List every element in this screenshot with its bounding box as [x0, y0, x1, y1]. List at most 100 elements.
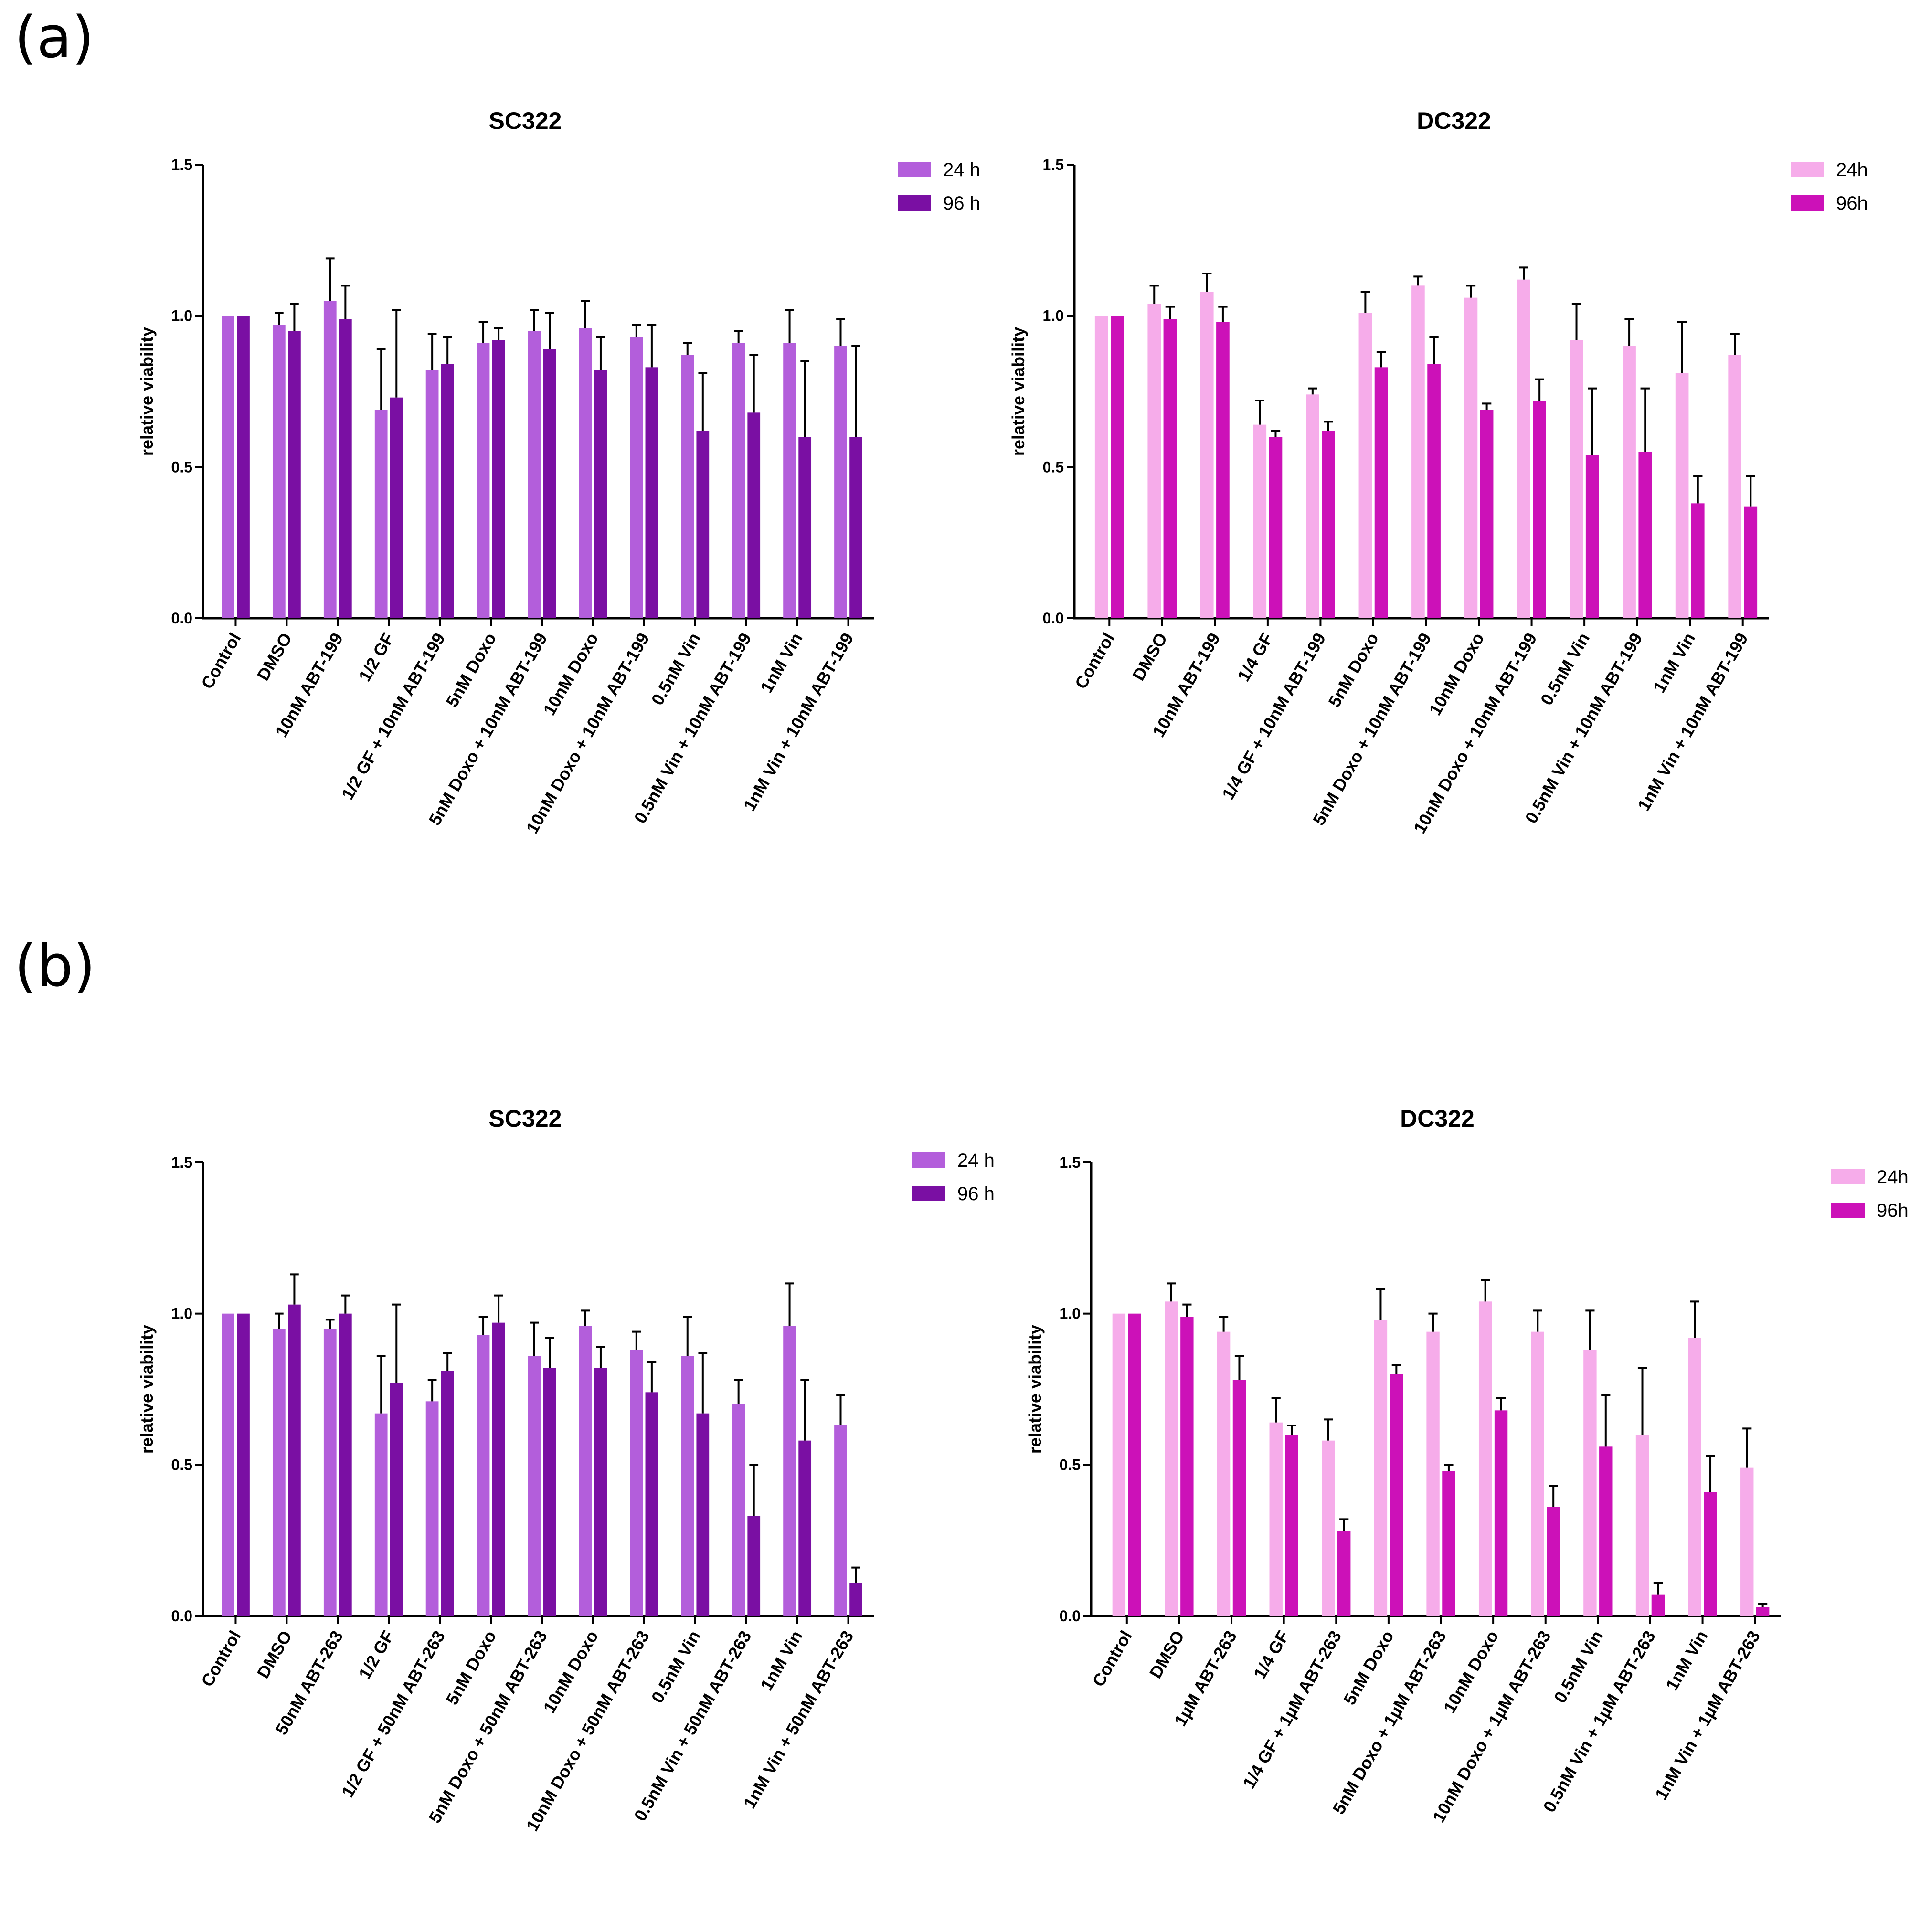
- bar: [732, 1404, 745, 1616]
- bar: [747, 412, 761, 618]
- bar: [834, 1425, 847, 1616]
- y-tick-label: 1.5: [1060, 1154, 1081, 1171]
- y-tick-label: 0.5: [171, 458, 192, 475]
- bar: [1111, 316, 1124, 618]
- chart-dc322-a: DC322 relative viability 0.0 0.5 1.0 1.5 Contr…: [1008, 107, 1868, 837]
- bar: [1651, 1594, 1665, 1616]
- x-tick-label: 1/2 GF + 10nM ABT-199: [338, 630, 449, 803]
- bar: [1269, 437, 1283, 618]
- y-tick-label: 1.5: [1043, 156, 1064, 173]
- bar: [1253, 424, 1267, 618]
- bar: [1691, 503, 1705, 618]
- bar: [528, 1356, 541, 1616]
- bar: [1478, 1301, 1492, 1616]
- x-tick-label: 1/2 GF: [355, 1627, 398, 1683]
- legend-label: 96 h: [957, 1183, 995, 1204]
- bar: [1322, 431, 1335, 618]
- bar: [1756, 1607, 1770, 1616]
- x-tick-label: 1/4 GF: [1250, 1627, 1293, 1683]
- bar: [390, 1383, 403, 1616]
- x-tick-label: 1nM Vin + 50nM ABT-263: [739, 1627, 857, 1812]
- bar: [1442, 1471, 1455, 1616]
- bar: [288, 331, 301, 618]
- legend-label: 24 h: [957, 1150, 995, 1171]
- legend-swatch: [898, 195, 931, 211]
- bar: [579, 328, 592, 618]
- legend-label: 24 h: [943, 159, 980, 180]
- y-tick-label: 0.0: [171, 1607, 192, 1625]
- y-tick-label: 1.5: [171, 156, 192, 173]
- bar: [425, 370, 439, 618]
- chart-dc322-b: DC322 relative viability 0.0 0.5 1.0 1.5 Contr…: [1025, 1105, 1909, 1826]
- bar: [849, 437, 862, 618]
- bar: [645, 367, 658, 618]
- bar: [1638, 452, 1652, 618]
- bar: [272, 325, 286, 618]
- y-axis-label: relative viability: [1025, 1325, 1045, 1454]
- y-axis-label: relative viability: [1008, 327, 1028, 456]
- chart-title: SC322: [489, 1105, 562, 1132]
- bar: [237, 1313, 250, 1616]
- bar: [1599, 1446, 1613, 1616]
- bar: [1322, 1440, 1335, 1616]
- bar: [834, 346, 847, 618]
- x-tick-label: 5nM Doxo: [1324, 630, 1382, 710]
- x-tick-label: Control: [197, 1627, 244, 1690]
- bar: [1163, 319, 1177, 618]
- legend-swatch: [1831, 1169, 1865, 1184]
- bar: [1128, 1313, 1141, 1616]
- bar: [272, 1329, 286, 1616]
- x-tick-label: DMSO: [1128, 630, 1171, 684]
- x-tick-label: 5nM Doxo: [1339, 1627, 1398, 1708]
- bar: [783, 343, 796, 618]
- legend-swatch: [912, 1186, 945, 1201]
- x-tick-label: 1/2 GF: [355, 630, 398, 685]
- bar: [425, 1401, 439, 1616]
- bar: [579, 1326, 592, 1616]
- bar: [543, 349, 556, 618]
- bar: [339, 1313, 352, 1616]
- x-tick-label: 1/4 GF + 10nM ABT-199: [1218, 630, 1329, 803]
- bar: [1426, 1331, 1440, 1616]
- legend-label: 96 h: [943, 193, 980, 214]
- x-tick-label: 5nM Doxo: [442, 1627, 500, 1708]
- x-tick-label: 1/2 GF + 50nM ABT-263: [338, 1627, 449, 1801]
- x-tick-label: 1nM Vin + 10nM ABT-199: [739, 630, 857, 814]
- x-tick-label: Control: [1088, 1627, 1135, 1690]
- bar: [477, 1335, 490, 1616]
- bar: [1704, 1492, 1717, 1616]
- bar: [1390, 1374, 1403, 1616]
- bar: [681, 355, 694, 618]
- bar: [441, 1371, 454, 1616]
- x-tick-label: 1nM Vin: [756, 630, 806, 696]
- x-tick-label: 0.5nM Vin + 1µM ABT-263: [1539, 1627, 1659, 1816]
- bar: [732, 343, 745, 618]
- bar: [1635, 1435, 1649, 1616]
- y-tick-label: 1.0: [171, 1305, 192, 1322]
- bar: [1464, 297, 1478, 618]
- chart-sc322-a: SC322 relative viability 0.0 0.5 1.0 1.5 Contr…: [137, 107, 980, 837]
- bar: [696, 1413, 710, 1616]
- legend-label: 96h: [1877, 1200, 1909, 1221]
- legend-swatch: [1831, 1203, 1865, 1218]
- bar: [1480, 410, 1494, 618]
- panel-label-a: (a): [14, 5, 95, 71]
- bar: [696, 431, 710, 618]
- bar: [323, 301, 337, 618]
- legend-swatch: [1791, 162, 1824, 177]
- chart-title: DC322: [1417, 107, 1491, 134]
- bar: [288, 1304, 301, 1616]
- bar: [441, 364, 454, 618]
- bar: [849, 1583, 862, 1616]
- panel-label-b: (b): [14, 933, 95, 1000]
- bar: [237, 316, 250, 618]
- bar: [594, 370, 607, 618]
- bar: [1494, 1410, 1508, 1616]
- y-tick-label: 0.0: [1043, 610, 1064, 627]
- x-tick-label: DMSO: [1146, 1627, 1188, 1682]
- x-tick-label: 10nM Doxo: [1425, 630, 1488, 719]
- bar: [1427, 364, 1441, 618]
- bar: [492, 340, 505, 618]
- legend-swatch: [898, 162, 931, 177]
- x-tick-label: 1/4 GF + 1µM ABT-263: [1239, 1627, 1345, 1792]
